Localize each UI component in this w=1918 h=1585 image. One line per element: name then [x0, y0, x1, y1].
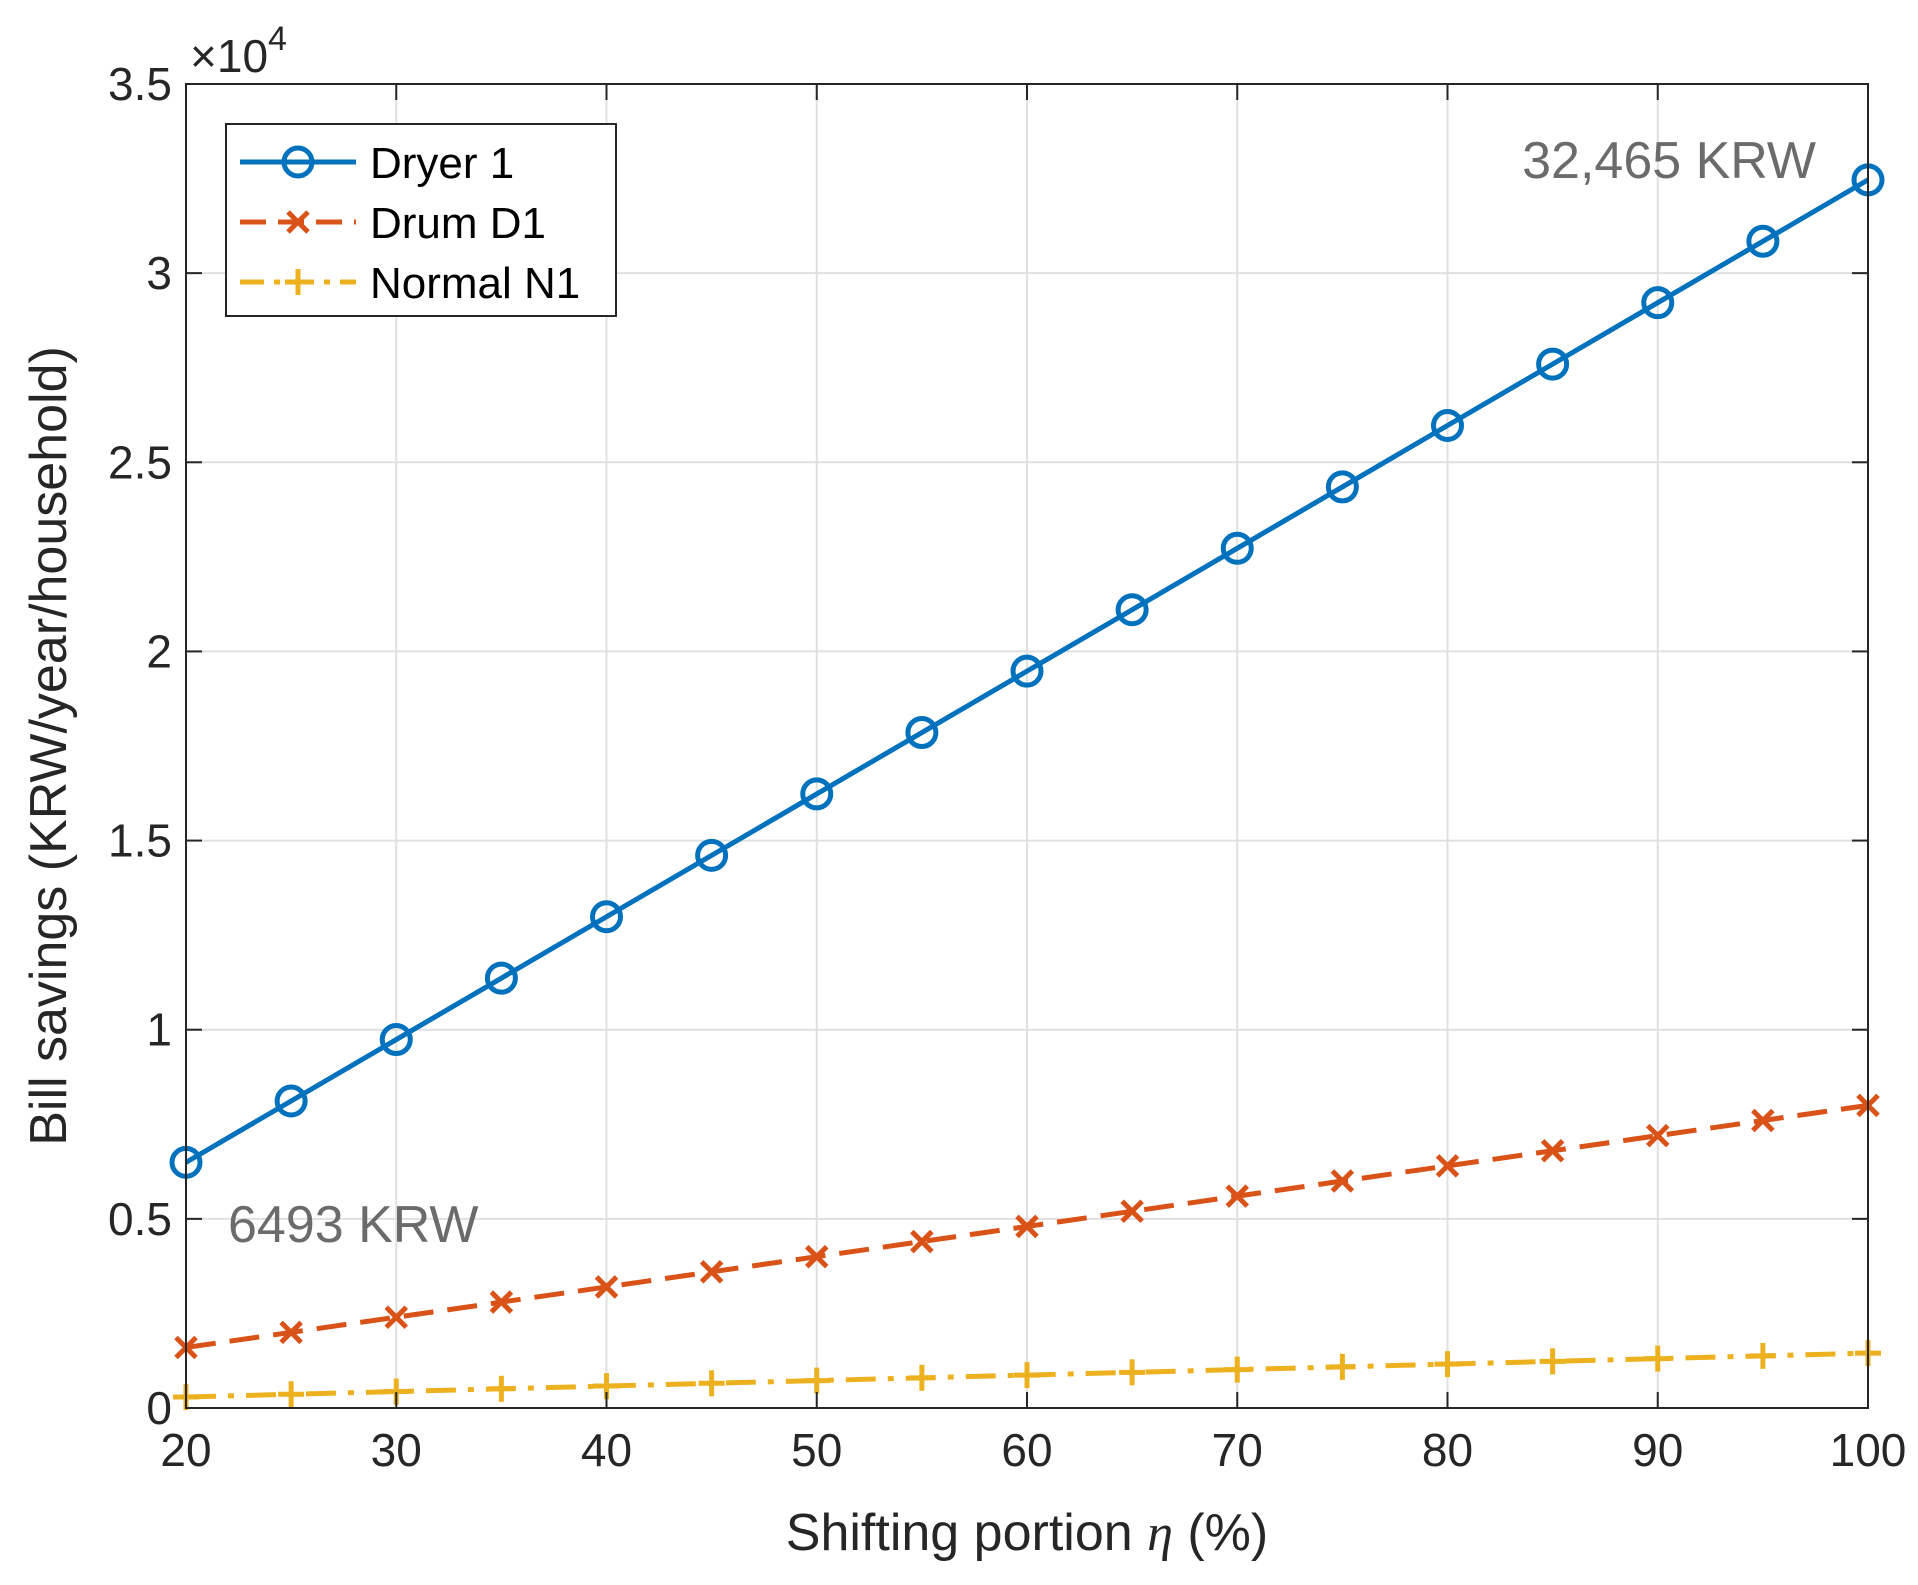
data-point-dryer-1: [1220, 531, 1254, 565]
data-point-normal-n1: [1329, 1353, 1356, 1380]
data-point-drum-d1: [1540, 1138, 1565, 1163]
x-tick-label: 30: [371, 1424, 422, 1476]
annotation-min: 6493 KRW: [228, 1196, 479, 1254]
data-point-dryer-1: [1746, 224, 1780, 258]
legend-label-dryer-1: Dryer 1: [370, 139, 514, 188]
data-point-drum-d1: [279, 1320, 303, 1345]
data-point-normal-n1: [278, 1381, 305, 1408]
data-point-normal-n1: [1749, 1342, 1776, 1369]
data-point-dryer-1: [905, 716, 939, 750]
data-point-dryer-1: [695, 838, 729, 872]
y-tick-label: 3.5: [108, 58, 172, 110]
data-point-normal-n1: [803, 1367, 830, 1394]
data-point-dryer-1: [1115, 593, 1149, 627]
x-axis-title-text: Shifting portion: [786, 1504, 1133, 1562]
y-tick-label: 3: [146, 247, 172, 299]
annotation-max: 32,465 KRW: [1522, 132, 1816, 190]
data-point-dryer-1: [1325, 470, 1359, 504]
y-tick-label: 2: [146, 625, 172, 677]
data-point-normal-n1: [1224, 1356, 1251, 1383]
data-point-drum-d1: [384, 1305, 409, 1329]
data-point-dryer-1: [274, 1084, 308, 1118]
y-axis-title: Bill savings (KRW/year/household): [20, 346, 78, 1146]
legend-marker-drum-d1: [286, 210, 310, 234]
y-tick-label: 2.5: [108, 436, 172, 488]
data-point-dryer-1: [1641, 286, 1675, 320]
data-point-dryer-1: [379, 1023, 413, 1057]
data-point-drum-d1: [804, 1244, 829, 1269]
data-point-dryer-1: [1010, 654, 1044, 688]
data-point-drum-d1: [1330, 1169, 1355, 1193]
y-multiplier-base: ×10: [190, 30, 268, 82]
data-point-normal-n1: [698, 1370, 725, 1397]
series-dryer-1: [169, 163, 1885, 1179]
x-tick-label: 70: [1212, 1424, 1263, 1476]
y-tick-label: 1.5: [108, 815, 172, 867]
data-point-normal-n1: [1119, 1359, 1146, 1386]
y-tick-label: 1: [146, 1004, 172, 1056]
x-axis-title: Shifting portion η (%): [786, 1504, 1268, 1562]
legend-marker-dryer-1: [281, 145, 315, 179]
data-point-normal-n1: [1014, 1362, 1040, 1389]
data-point-normal-n1: [908, 1364, 935, 1391]
data-point-dryer-1: [590, 900, 623, 934]
series-line-dryer-1: [184, 177, 1870, 1165]
legend-label-drum-d1: Drum D1: [370, 199, 546, 248]
data-point-drum-d1: [1645, 1123, 1670, 1148]
data-point-drum-d1: [1015, 1214, 1039, 1239]
x-tick-label: 40: [581, 1424, 632, 1476]
data-point-dryer-1: [800, 777, 834, 811]
x-tick-label: 90: [1632, 1424, 1683, 1476]
y-tick-label: 0: [146, 1382, 172, 1434]
x-tick-label: 80: [1422, 1424, 1473, 1476]
data-point-drum-d1: [1120, 1199, 1144, 1224]
legend: Dryer 1 Drum D1 Normal N1: [225, 123, 617, 317]
series-layer: [169, 163, 1885, 1411]
data-point-drum-d1: [910, 1229, 934, 1254]
y-multiplier: ×104: [190, 20, 287, 82]
data-point-drum-d1: [594, 1275, 619, 1299]
data-point-dryer-1: [1431, 409, 1464, 443]
legend-marker-normal-n1: [285, 269, 311, 295]
series-drum-d1: [174, 1093, 1880, 1360]
data-point-normal-n1: [1434, 1351, 1461, 1378]
data-point-drum-d1: [1751, 1108, 1775, 1133]
x-tick-label: 50: [791, 1424, 842, 1476]
x-tick-label: 100: [1830, 1424, 1907, 1476]
ticks: 20 30 40 50 60 70 80 90 100 0 0.5 1 1.5 2 2.5 3 3.5: [108, 58, 1906, 1476]
data-point-normal-n1: [1539, 1348, 1566, 1375]
data-point-drum-d1: [489, 1290, 514, 1314]
x-tick-label: 60: [1001, 1424, 1052, 1476]
data-point-dryer-1: [1536, 347, 1570, 381]
y-multiplier-exp: 4: [268, 20, 287, 58]
data-point-dryer-1: [484, 961, 518, 995]
data-point-drum-d1: [699, 1260, 724, 1284]
data-point-drum-d1: [1225, 1184, 1250, 1208]
data-point-normal-n1: [1644, 1345, 1671, 1372]
grid: [186, 84, 1868, 1408]
data-point-drum-d1: [1435, 1154, 1460, 1178]
x-axis-title-symbol: η: [1147, 1505, 1173, 1562]
x-axis-title-unit: (%): [1187, 1504, 1268, 1562]
x-tick-label: 20: [160, 1424, 211, 1476]
data-point-normal-n1: [488, 1375, 515, 1402]
y-tick-label: 0.5: [108, 1193, 172, 1245]
legend-label-normal-n1: Normal N1: [370, 259, 580, 308]
